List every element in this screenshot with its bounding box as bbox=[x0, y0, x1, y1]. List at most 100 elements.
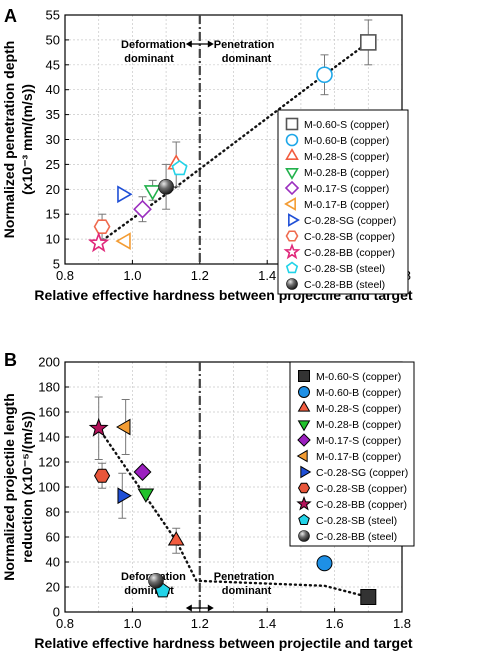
y-axis-label-line2: (x10⁻³ mm/(m/s)) bbox=[19, 84, 35, 195]
y-tick-label: 5 bbox=[53, 257, 60, 272]
x-tick-label: 0.8 bbox=[56, 616, 74, 631]
y-tick-label: 20 bbox=[46, 182, 60, 197]
legend-entry: C-0.28-SB (steel) bbox=[304, 263, 385, 275]
x-tick-label: 1.2 bbox=[191, 616, 209, 631]
legend-entry: C-0.28-SB (copper) bbox=[316, 483, 407, 495]
data-point-triangle-up bbox=[167, 531, 185, 546]
y-axis-label-line2: reduction (x10⁻⁵/(m/s)) bbox=[19, 411, 35, 563]
y-tick-label: 200 bbox=[38, 355, 60, 370]
data-point-hexagon bbox=[93, 219, 111, 234]
legend-entry: C-0.28-BB (steel) bbox=[304, 279, 385, 291]
y-tick-label: 45 bbox=[46, 57, 60, 72]
legend-marker-triangle-up bbox=[297, 400, 311, 412]
y-axis-label-line1: Normalized penetration depth bbox=[1, 41, 17, 239]
data-point-triangle-down bbox=[143, 185, 162, 201]
y-tick-label: 180 bbox=[38, 380, 60, 395]
data-point-star bbox=[87, 231, 110, 253]
legend-entry: M-0.17-S (copper) bbox=[316, 435, 401, 447]
y-tick-label: 100 bbox=[38, 480, 60, 495]
legend-marker-diamond bbox=[297, 433, 311, 447]
x-tick-label: 1.4 bbox=[258, 616, 276, 631]
x-tick-label: 1.0 bbox=[123, 616, 141, 631]
legend-marker-square bbox=[298, 370, 310, 382]
arrow-head-right bbox=[207, 40, 214, 48]
y-axis-label-line1: Normalized projectile length bbox=[1, 393, 17, 580]
y-tick-label: 160 bbox=[38, 405, 60, 420]
legend-marker-triangle-right bbox=[288, 213, 300, 227]
x-tick-label: 0.8 bbox=[56, 268, 74, 283]
x-axis-label: Relative effective hardness between proj… bbox=[34, 635, 412, 651]
legend-entry: M-0.60-B (copper) bbox=[316, 387, 401, 399]
panel-a: A0.81.01.21.41.61.8510152025303540455055… bbox=[1, 6, 413, 303]
legend-marker-star bbox=[283, 243, 301, 260]
data-point-square bbox=[359, 34, 377, 51]
y-tick-label: 60 bbox=[46, 530, 60, 545]
data-point-pentagon bbox=[171, 159, 188, 176]
data-point-square bbox=[360, 589, 377, 605]
legend-marker-triangle-left bbox=[284, 197, 296, 211]
arrow-head-right bbox=[207, 604, 214, 612]
penetration-label-line1: Penetration bbox=[214, 39, 275, 51]
legend-marker-triangle-down bbox=[297, 420, 311, 432]
legend-entry: C-0.28-BB (steel) bbox=[316, 531, 397, 543]
x-tick-label: 1.6 bbox=[326, 616, 344, 631]
legend-marker-triangle-right bbox=[300, 465, 312, 479]
legend-box bbox=[289, 361, 415, 547]
data-point-diamond bbox=[133, 199, 152, 219]
legend-entry: C-0.28-SG (copper) bbox=[304, 215, 396, 227]
legend-entry: M-0.17-S (copper) bbox=[304, 183, 389, 195]
data-point-diamond bbox=[133, 463, 152, 481]
legend-entry: M-0.17-B (copper) bbox=[304, 199, 389, 211]
arrow-head-left bbox=[185, 40, 192, 48]
data-point-triangle-right bbox=[117, 487, 132, 505]
y-tick-label: 25 bbox=[46, 157, 60, 172]
legend-entry: M-0.28-S (copper) bbox=[316, 403, 401, 415]
data-points bbox=[87, 19, 377, 253]
data-point-triangle-down bbox=[137, 488, 155, 503]
legend-box bbox=[277, 109, 409, 295]
data-point-triangle-left bbox=[116, 418, 131, 436]
deformation-label-line2: dominant bbox=[124, 53, 174, 65]
legend-marker-triangle-up bbox=[285, 148, 299, 160]
legend-marker-pentagon bbox=[298, 513, 310, 525]
y-tick-label: 55 bbox=[46, 8, 60, 23]
y-tick-label: 40 bbox=[46, 555, 60, 570]
data-point-circle bbox=[316, 555, 333, 572]
x-tick-label: 1.4 bbox=[258, 268, 276, 283]
legend: M-0.60-S (copper) M-0.60-B (copper) M-0.28… bbox=[277, 109, 409, 295]
penetration-label-line2: dominant bbox=[222, 53, 272, 65]
legend-entry: M-0.17-B (copper) bbox=[316, 451, 401, 463]
y-tick-label: 0 bbox=[53, 605, 60, 620]
legend-entry: M-0.28-B (copper) bbox=[316, 419, 401, 431]
y-tick-label: 80 bbox=[46, 505, 60, 520]
regime-annotation: Deformation dominant Penetration dominant bbox=[121, 39, 275, 65]
data-points bbox=[88, 396, 377, 605]
legend-marker-triangle-down bbox=[285, 168, 299, 180]
data-point-circle bbox=[316, 66, 333, 84]
legend-marker-circle bbox=[285, 133, 299, 147]
data-point-triangle-right bbox=[117, 185, 133, 204]
data-point-hexagon bbox=[93, 468, 111, 483]
deformation-label-line1: Deformation bbox=[121, 39, 186, 51]
trend-line bbox=[97, 41, 370, 245]
legend-marker-pentagon bbox=[285, 261, 299, 274]
legend: M-0.60-S (copper) M-0.60-B (copper) M-0.28… bbox=[289, 361, 415, 547]
legend-entry: M-0.60-S (copper) bbox=[316, 371, 401, 383]
legend-marker-star bbox=[296, 495, 312, 511]
x-tick-label: 1.0 bbox=[123, 268, 141, 283]
legend-entry: M-0.28-B (copper) bbox=[304, 167, 389, 179]
legend-marker-sphere bbox=[286, 278, 298, 290]
legend-entry: C-0.28-BB (copper) bbox=[304, 247, 395, 259]
legend-marker-sphere bbox=[298, 530, 310, 542]
panel-label: A bbox=[4, 6, 17, 26]
y-tick-label: 30 bbox=[46, 132, 60, 147]
legend-entry: C-0.28-SB (copper) bbox=[304, 231, 395, 243]
legend-marker-diamond bbox=[284, 180, 300, 196]
y-tick-label: 35 bbox=[46, 107, 60, 122]
data-point-triangle-left bbox=[115, 232, 131, 250]
legend-entry: M-0.60-B (copper) bbox=[304, 135, 389, 147]
data-point-sphere bbox=[158, 179, 174, 195]
legend-marker-hexagon bbox=[297, 482, 311, 494]
